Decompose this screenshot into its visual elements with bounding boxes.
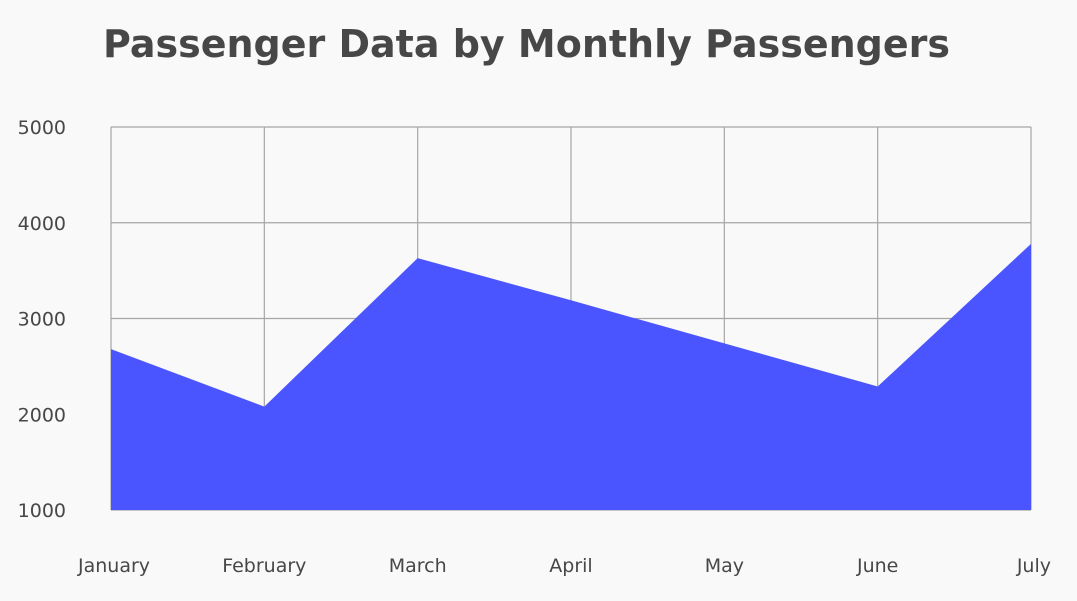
x-tick-label-july: July — [1016, 555, 1051, 577]
series-area — [111, 243, 1031, 510]
y-tick-label: 4000 — [18, 213, 66, 235]
x-axis: January February March April May June July — [77, 555, 1051, 577]
y-tick-label: 5000 — [18, 117, 66, 139]
x-tick-label-february: February — [222, 555, 306, 577]
y-axis: 5000 4000 3000 2000 1000 — [18, 117, 66, 522]
chart-title: Passenger Data by Monthly Passengers — [103, 22, 950, 66]
x-tick-label-may: May — [705, 555, 744, 577]
x-tick-label-march: March — [389, 555, 447, 577]
x-tick-label-april: April — [549, 555, 592, 577]
x-tick-label-june: June — [856, 555, 898, 577]
y-tick-label: 3000 — [18, 309, 66, 331]
area-layer — [111, 243, 1031, 510]
y-tick-label: 1000 — [18, 500, 66, 522]
y-tick-label: 2000 — [18, 404, 66, 426]
x-tick-label-january: January — [77, 555, 150, 577]
